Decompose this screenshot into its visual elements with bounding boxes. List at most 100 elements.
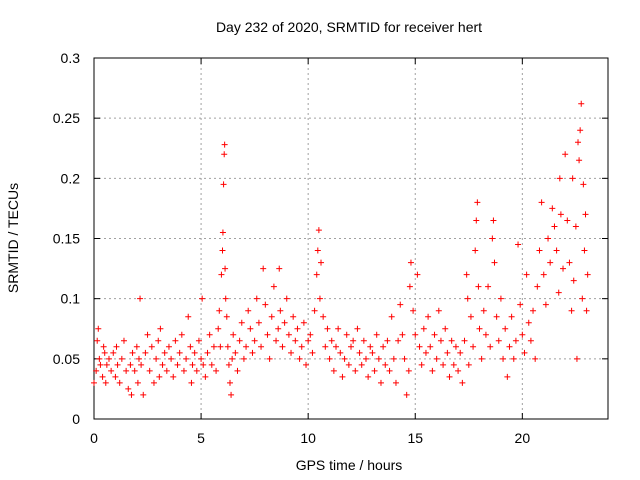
data-point (373, 331, 380, 338)
data-point (405, 367, 412, 374)
data-point (401, 355, 408, 362)
data-point (188, 379, 195, 386)
data-point (557, 211, 564, 218)
data-point (410, 307, 417, 314)
data-point (467, 313, 474, 320)
data-point (377, 379, 384, 386)
data-point (133, 343, 140, 350)
data-point (91, 379, 97, 386)
data-point (350, 337, 357, 344)
data-point (208, 361, 215, 368)
data-point (127, 361, 134, 368)
data-point (270, 283, 277, 290)
data-point (96, 355, 103, 362)
data-point (298, 343, 305, 350)
data-point (279, 343, 286, 350)
data-point (234, 367, 241, 374)
data-point (185, 313, 192, 320)
data-point (146, 367, 153, 374)
data-point (512, 337, 519, 344)
data-point (433, 355, 440, 362)
data-point (547, 259, 554, 266)
data-point (324, 325, 331, 332)
data-point (465, 361, 472, 368)
data-point (487, 343, 494, 350)
x-tick-label: 10 (300, 430, 316, 446)
data-point (474, 199, 481, 206)
data-point (114, 361, 121, 368)
data-point (390, 355, 397, 362)
data-point (120, 337, 127, 344)
data-point (365, 373, 372, 380)
data-point (335, 325, 342, 332)
data-point (118, 355, 125, 362)
data-point (429, 367, 436, 374)
data-point (300, 319, 307, 326)
data-point (93, 367, 100, 374)
data-point (330, 367, 337, 374)
data-point (375, 355, 382, 362)
y-axis-tick-labels: 0 0.05 0.1 0.15 0.2 0.25 0.3 (53, 50, 80, 427)
data-point (217, 343, 224, 350)
data-point (480, 307, 487, 314)
x-axis-tick-labels: 0 5 10 15 20 (90, 430, 530, 446)
data-point (95, 325, 102, 332)
data-point (189, 361, 196, 368)
data-point (268, 313, 275, 320)
data-point (262, 301, 269, 308)
data-point (206, 331, 213, 338)
data-point (187, 343, 194, 350)
data-point (220, 181, 227, 188)
data-point (157, 325, 164, 332)
data-point (168, 355, 175, 362)
data-point (583, 307, 590, 314)
data-point (444, 349, 451, 356)
data-point (135, 355, 142, 362)
data-point (551, 223, 558, 230)
data-point (200, 361, 207, 368)
data-point (566, 259, 573, 266)
y-tick-label: 0.15 (53, 231, 80, 247)
data-point (532, 355, 539, 362)
grid (94, 58, 608, 419)
data-point (452, 343, 459, 350)
data-point (407, 259, 414, 266)
data-point (125, 385, 132, 392)
data-point (371, 367, 378, 374)
data-point (549, 205, 556, 212)
data-point (425, 313, 432, 320)
data-point (455, 367, 462, 374)
data-point (99, 373, 106, 380)
data-point (367, 343, 374, 350)
data-point (339, 373, 346, 380)
data-point (420, 325, 427, 332)
data-point (392, 379, 399, 386)
data-point (478, 355, 485, 362)
data-point (202, 373, 209, 380)
data-point (131, 367, 138, 374)
data-point (103, 361, 110, 368)
data-point (461, 337, 468, 344)
data-point (213, 367, 220, 374)
data-point (502, 325, 509, 332)
data-point (229, 355, 236, 362)
data-point (534, 283, 541, 290)
data-point (144, 331, 151, 338)
data-point (475, 283, 482, 290)
data-point (572, 223, 579, 230)
y-tick-label: 0.2 (61, 170, 81, 186)
data-point (178, 331, 185, 338)
data-point (290, 313, 297, 320)
data-point (193, 367, 200, 374)
y-tick-label: 0 (72, 411, 80, 427)
data-point (493, 313, 500, 320)
data-point (316, 295, 323, 302)
data-point (576, 157, 583, 164)
data-point (216, 307, 223, 314)
data-point (198, 355, 205, 362)
data-point (358, 361, 365, 368)
data-point (497, 295, 504, 302)
data-point (581, 247, 588, 254)
data-point (356, 349, 363, 356)
